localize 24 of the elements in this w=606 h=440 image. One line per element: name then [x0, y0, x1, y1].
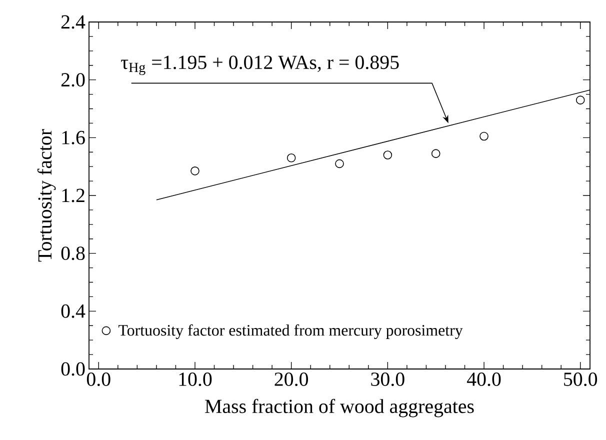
point [480, 132, 488, 141]
y-tick-label: 2.4 [61, 15, 86, 29]
x-tick-label: 20.0 [274, 372, 308, 386]
x-axis-title: Mass fraction of wood aggregates [205, 398, 474, 418]
y-tick-label: 0.0 [61, 362, 85, 376]
y-tick-label: 0.4 [61, 304, 86, 318]
x-tick-label: 10.0 [179, 372, 212, 386]
point [335, 159, 344, 168]
point [431, 149, 440, 158]
x-tick-label: 30.0 [371, 372, 404, 386]
y-tick-label: 1.6 [62, 130, 85, 144]
point [576, 96, 585, 104]
annotation: τ$_{Hg}$ =1.195 + 0.012 WAs, r = 0.895 [121, 56, 399, 76]
x-tick-label: 0.0 [86, 372, 110, 386]
point [286, 154, 296, 162]
y-tick-label: 1.2 [62, 188, 84, 202]
point [383, 150, 392, 160]
y-axis-title: Tortuosity factor [37, 129, 56, 262]
y-tick-label: 2.0 [61, 73, 85, 87]
point [190, 166, 200, 176]
x-tick-label: 40.0 [466, 372, 501, 386]
y-tick-label: 0.8 [61, 246, 85, 260]
legend-label: Tortuosity factor estimated from mercury porosimetry [118, 324, 463, 339]
x-tick-label: 50.0 [564, 372, 598, 386]
